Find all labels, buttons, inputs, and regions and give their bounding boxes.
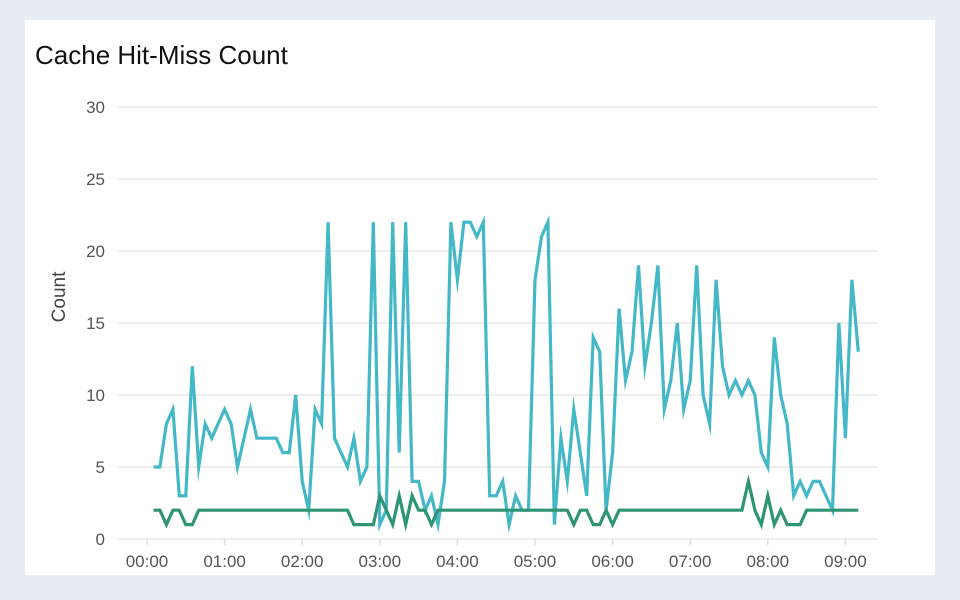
series-lines: [153, 215, 860, 534]
y-tick-label: 20: [86, 242, 105, 261]
y-axis-label: Count: [49, 271, 70, 322]
gridlines: [118, 106, 878, 540]
x-tick-label: 09:00: [824, 552, 867, 571]
series-line-2: [153, 474, 859, 532]
x-tick-label: 04:00: [436, 552, 479, 571]
series-line-1: [153, 215, 860, 534]
x-tick-label: 08:00: [747, 552, 790, 571]
chart-title: Cache Hit-Miss Count: [35, 40, 288, 70]
x-tick-label: 01:00: [203, 552, 246, 571]
x-tick-label: 02:00: [281, 552, 324, 571]
y-tick-label: 25: [86, 170, 105, 189]
x-tick-label: 05:00: [514, 552, 557, 571]
x-axis: 00:00 01:00 02:00 03:00 04:00 05:00 06:00 07:00…: [126, 539, 867, 571]
x-tick-label: 07:00: [669, 552, 712, 571]
y-tick-label: 0: [96, 530, 105, 549]
y-tick-label: 30: [86, 98, 105, 117]
x-tick-label: 06:00: [591, 552, 634, 571]
x-tick-label: 00:00: [126, 552, 169, 571]
y-tick-label: 15: [86, 314, 105, 333]
x-tick-label: 03:00: [359, 552, 402, 571]
y-tick-label: 10: [86, 386, 105, 405]
y-tick-label: 5: [96, 458, 105, 477]
y-axis: 0 5 10 15 20 25 30: [86, 98, 105, 549]
chart-card: [25, 20, 935, 575]
